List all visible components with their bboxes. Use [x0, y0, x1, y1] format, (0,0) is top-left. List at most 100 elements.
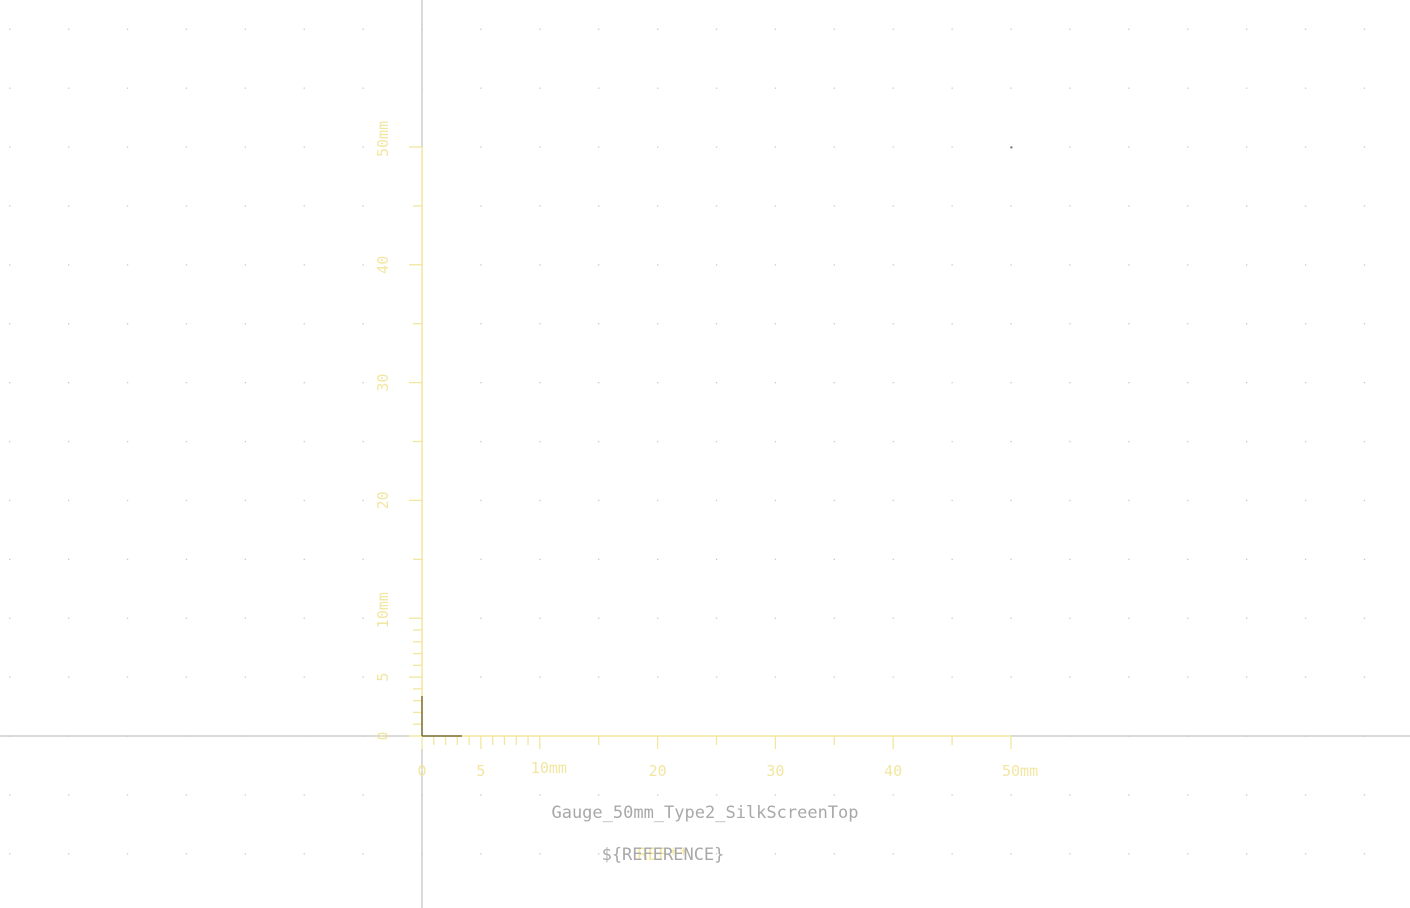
grid-dot — [1304, 205, 1307, 207]
grid-dot — [892, 264, 894, 266]
grid-dot — [1363, 87, 1366, 89]
grid-dot — [9, 28, 11, 30]
grid-dot — [362, 853, 364, 855]
grid-dot — [1187, 558, 1189, 560]
grid-dot — [480, 499, 482, 502]
grid-dot — [126, 440, 129, 443]
grid-dot — [126, 617, 129, 619]
grid-dot — [1304, 323, 1307, 325]
grid-dot — [185, 617, 188, 619]
grid-dot — [480, 87, 482, 89]
grid-dot — [1010, 617, 1012, 619]
grid-dot — [774, 28, 777, 30]
grid-dot — [951, 28, 953, 30]
grid-dot — [303, 28, 305, 30]
grid-dot — [1187, 323, 1189, 325]
grid-dot — [951, 499, 953, 502]
grid-dot — [362, 440, 364, 443]
grid-dot — [774, 205, 777, 207]
grid-dot — [774, 264, 777, 266]
grid-dot — [1187, 205, 1189, 207]
grid-dot — [1128, 382, 1130, 384]
grid-dot — [303, 205, 305, 207]
grid-dot — [1246, 264, 1248, 266]
grid-dot — [833, 794, 835, 796]
grid-dot — [9, 87, 11, 89]
grid-dot — [68, 794, 70, 796]
grid-dot — [892, 440, 894, 443]
grid-dot — [715, 440, 718, 443]
grid-dot — [244, 499, 246, 502]
grid-dot — [244, 146, 246, 148]
grid-dot — [1010, 440, 1012, 443]
y-ruler-label: 10mm — [374, 592, 392, 628]
grid-dot — [68, 382, 70, 384]
grid-dot — [303, 323, 305, 325]
x-ruler-label: 30 — [766, 762, 784, 780]
grid-dot — [303, 617, 305, 619]
grid-dot — [1069, 440, 1071, 443]
grid-dot — [244, 440, 246, 443]
grid-dot — [598, 264, 600, 266]
grid-dot — [1010, 323, 1012, 325]
grid-dot — [539, 617, 541, 619]
grid-dot — [892, 617, 894, 619]
grid-dot — [185, 264, 188, 266]
grid-dot — [1128, 558, 1130, 560]
grid-dot — [1304, 440, 1307, 443]
grid-dot — [1363, 617, 1366, 619]
grid-dot — [657, 264, 659, 266]
y-gauge-ruler[interactable]: 0 5 10mm 20 30 40 50mm — [374, 121, 423, 741]
grid-dot — [833, 440, 835, 443]
grid-dot — [598, 499, 600, 502]
grid-dot — [892, 382, 894, 384]
grid-dot — [185, 558, 188, 560]
grid-dot — [539, 676, 541, 678]
footprint-reference-text[interactable]: ${REFERENCE} — [602, 845, 725, 865]
grid-dot — [126, 146, 129, 148]
grid-dot — [185, 146, 188, 148]
grid-dot — [833, 146, 835, 148]
grid-dot — [833, 28, 835, 30]
grid-dot — [833, 323, 835, 325]
grid-dot — [892, 28, 894, 30]
grid-dot — [833, 558, 835, 560]
grid-dot — [1187, 617, 1189, 619]
grid-dot — [480, 264, 482, 266]
footprint-value-text[interactable]: REF** — [637, 845, 688, 865]
grid-dot — [1187, 146, 1189, 148]
grid-dot — [1128, 87, 1130, 89]
grid-dot — [1069, 28, 1071, 30]
grid-dot — [185, 794, 188, 796]
grid-dot — [1010, 499, 1012, 502]
grid-dot — [244, 323, 246, 325]
grid-dot — [1069, 676, 1071, 678]
x-gauge-ruler[interactable]: 0 5 10mm 20 30 40 50mm — [417, 735, 1038, 780]
grid-dot — [185, 676, 188, 678]
grid-dot — [892, 323, 894, 325]
grid-dot — [1069, 853, 1071, 855]
grid-dot — [1187, 853, 1189, 855]
footprint-name-text[interactable]: Gauge_50mm_Type2_SilkScreenTop — [551, 803, 858, 823]
grid-dot — [1128, 146, 1130, 148]
grid-dot — [1069, 558, 1071, 560]
grid-dot — [1246, 617, 1248, 619]
grid-dot — [362, 205, 364, 207]
grid-dot — [244, 264, 246, 266]
y-ruler-label: 40 — [374, 256, 392, 274]
grid-dot — [1363, 323, 1366, 325]
grid-dot — [715, 499, 718, 502]
footprint-anchor-marker[interactable] — [421, 696, 462, 737]
grid-dot — [1010, 558, 1012, 560]
grid-dot — [185, 28, 188, 30]
grid-dot — [833, 264, 835, 266]
grid-dot — [1304, 87, 1307, 89]
grid-dot — [68, 146, 70, 148]
grid-dot — [598, 794, 600, 796]
grid-dot — [126, 558, 129, 560]
grid-dot — [1187, 794, 1189, 796]
grid-dot — [1363, 499, 1366, 502]
grid-dot — [244, 205, 246, 207]
